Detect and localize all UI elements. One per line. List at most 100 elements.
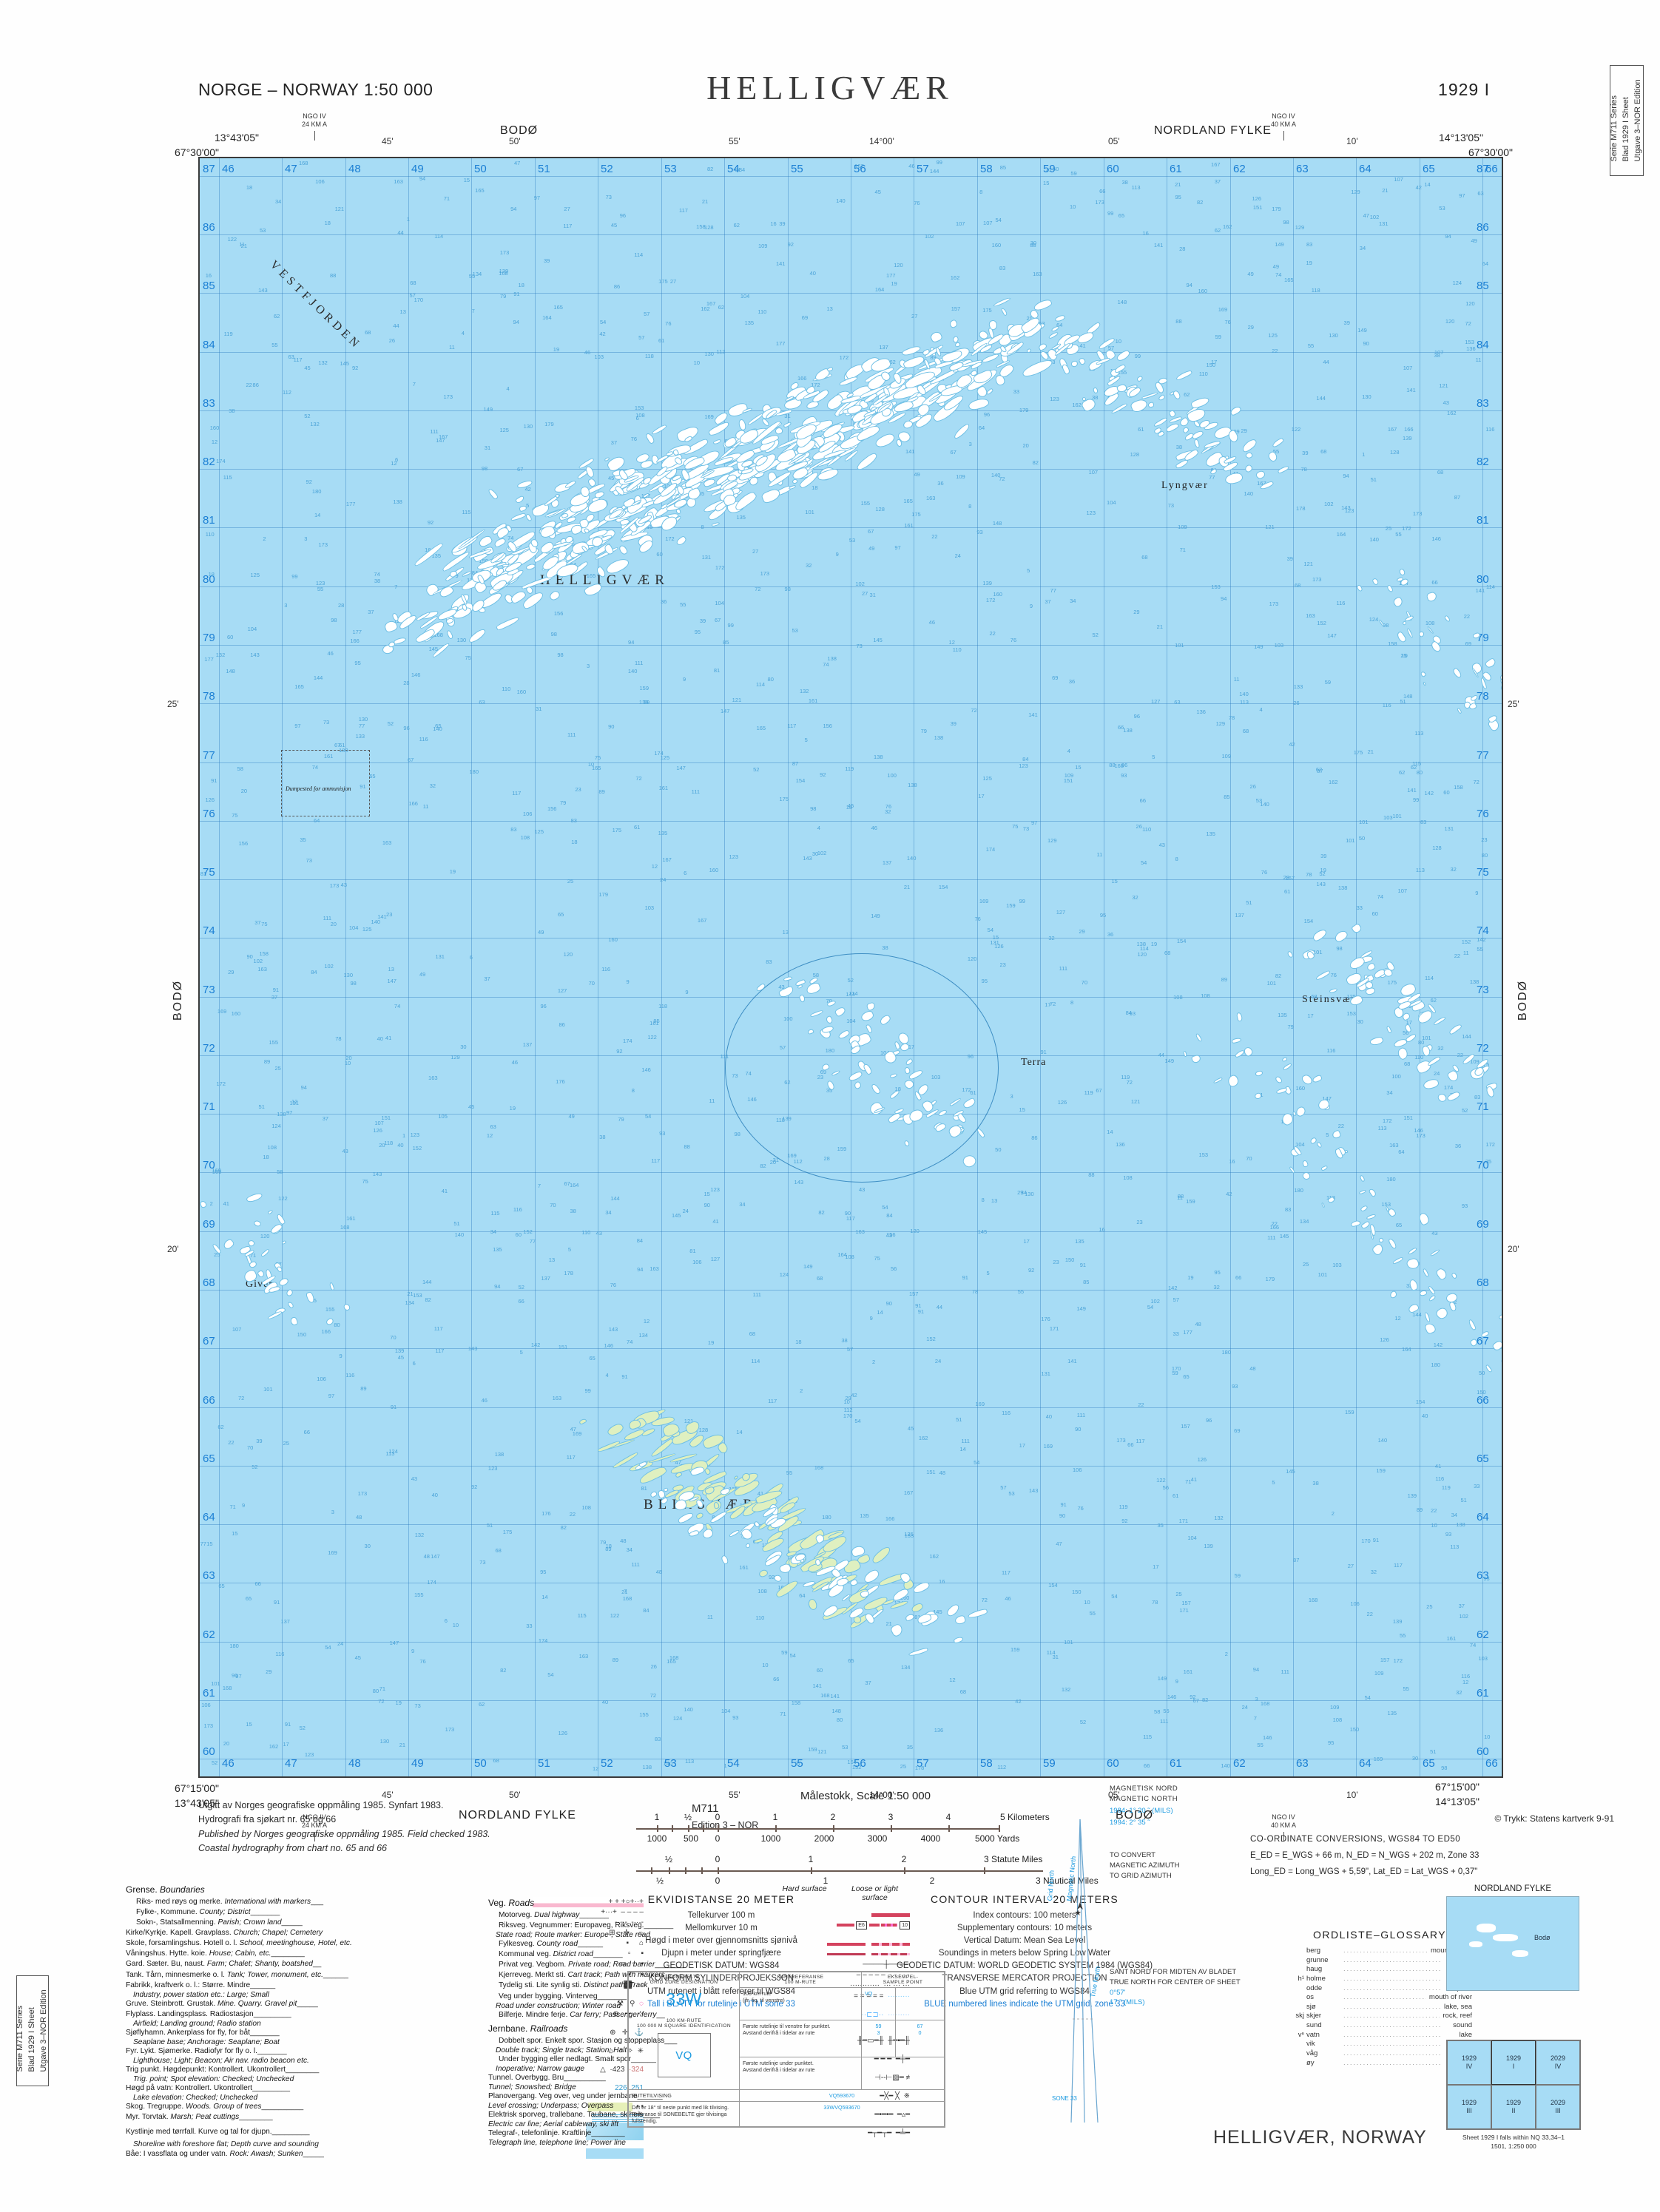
depth-sounding: 92 <box>1121 1518 1128 1525</box>
depth-sounding: 157 <box>1380 1656 1390 1663</box>
depth-sounding: 22 <box>1138 1401 1144 1409</box>
depth-sounding: 102 <box>925 233 934 240</box>
depth-sounding: 144 <box>846 990 855 998</box>
depth-sounding: 122 <box>227 235 237 243</box>
depth-sounding: 90 <box>246 953 253 960</box>
depth-sounding: 139 <box>1204 1542 1213 1549</box>
series-box-bottom: Serie M711 Series Blad 1929 I Sheet Utga… <box>16 1975 49 2086</box>
depth-sounding: 82 <box>1197 199 1204 206</box>
depth-sounding: 94 <box>1221 595 1227 602</box>
depth-sounding: 34 <box>275 197 282 205</box>
depth-sounding: 96 <box>1133 713 1140 720</box>
depth-sounding: 162 <box>918 1435 928 1442</box>
lon-tick-10-top: 10' <box>1346 136 1358 146</box>
depth-sounding: 44 <box>393 322 399 330</box>
depth-sounding: 31 <box>1052 1654 1059 1661</box>
depth-sounding: 6 <box>635 414 639 422</box>
depth-sounding: 135 <box>1278 1012 1287 1019</box>
depth-sounding: 175 <box>612 826 622 833</box>
sheet-title: HELLIGVÆR <box>706 69 954 106</box>
svg-text:★: ★ <box>1074 1909 1082 1918</box>
glossary-dots: .............................. <box>1343 1947 1428 1955</box>
depth-sounding: 117 <box>679 207 688 214</box>
depth-sounding: 175 <box>911 511 921 518</box>
depth-sounding: 71 <box>229 1503 236 1510</box>
depth-sounding: 82 <box>500 1667 507 1674</box>
depth-sounding: 155 <box>1117 368 1127 376</box>
sheet-index-cell[interactable]: 2029 IV <box>1536 2040 1580 2085</box>
depth-sounding: 12 <box>643 1317 650 1325</box>
depth-sounding: 101 <box>1266 980 1277 987</box>
sheet-index-cell[interactable]: 1929 I <box>1491 2040 1536 2085</box>
depth-sounding: 102 <box>1369 214 1380 221</box>
depth-sounding: 116 <box>275 1651 285 1658</box>
region-label-terra: Terra <box>1021 1057 1047 1068</box>
depth-sounding: 63 <box>1174 698 1181 706</box>
depth-sounding: 91 <box>917 1308 925 1315</box>
depth-sounding: 45 <box>354 1654 361 1662</box>
glossary-dots: .............................. <box>1343 2002 1441 2011</box>
sheet-index-cell[interactable]: 1929 II <box>1491 2085 1536 2129</box>
map-body[interactable]: HELLIGVÆR BLIKSVÆR Lyngvær Steinsvær Ter… <box>198 157 1503 1778</box>
grid-line-horizontal <box>200 1524 1502 1525</box>
depth-sounding: 17 <box>978 793 985 800</box>
depth-sounding: 32 <box>1048 934 1055 941</box>
depth-sounding: 115 <box>223 474 232 481</box>
depth-sounding: 38 <box>1312 1479 1319 1486</box>
depth-sounding: 51 <box>1430 1748 1437 1755</box>
depth-sounding: 110 <box>1142 825 1152 833</box>
depth-sounding: 35 <box>300 836 306 843</box>
depth-sounding: 9 <box>1175 1677 1178 1685</box>
grid-line-horizontal <box>200 879 1502 880</box>
depth-sounding: 7 <box>471 307 475 314</box>
depth-sounding: 67 <box>408 756 414 763</box>
depth-sounding: 108 <box>1201 992 1210 1000</box>
depth-sounding: 83 <box>1285 1205 1292 1213</box>
depth-sounding: 118 <box>1311 286 1320 294</box>
depth-sounding: 65 <box>848 1657 854 1665</box>
depth-sounding: 149 <box>803 1262 813 1270</box>
depth-sounding: 39 <box>1320 853 1327 860</box>
depth-sounding: 134 <box>900 1663 911 1671</box>
depth-sounding: 92 <box>768 1574 775 1581</box>
sheet-index-cell[interactable]: 1929 III <box>1447 2085 1491 2129</box>
depth-sounding: 68 <box>1320 447 1327 455</box>
depth-sounding: 129 <box>1047 837 1057 845</box>
depth-sounding: 147 <box>436 437 445 444</box>
sheet-index-cell[interactable]: 2029 III <box>1536 2085 1580 2129</box>
grid-line-horizontal <box>200 1055 1502 1056</box>
depth-sounding: 125 <box>250 571 260 578</box>
depth-sounding: 110 <box>502 686 511 693</box>
depth-sounding: 103 <box>1383 814 1393 821</box>
depth-sounding: 56 <box>1162 1484 1169 1492</box>
legend-row-light: Fyr. Lykt. Sjømerke. Radiofyr for fly o.… <box>126 2046 644 2055</box>
glossary-prefix: h¹ <box>1298 1974 1304 1983</box>
depth-sounding: 115 <box>490 1209 500 1217</box>
sheet-index-cell[interactable]: 1929 IV <box>1447 2040 1491 2085</box>
depth-sounding: 136 <box>1196 708 1206 716</box>
depth-sounding: 173 <box>1116 1437 1126 1444</box>
depth-sounding: 43 <box>1443 399 1449 407</box>
depth-sounding: 19 <box>1187 1274 1194 1282</box>
depth-sounding: 13 <box>548 1256 556 1264</box>
depth-sounding: 94 <box>1252 1665 1260 1673</box>
depth-sounding: 49 <box>868 545 875 552</box>
depth-sounding: 150 <box>1477 1389 1486 1396</box>
depth-sounding: 12 <box>651 863 658 870</box>
depth-sounding: 77 <box>529 1237 536 1245</box>
depth-sounding: 3 <box>586 663 590 670</box>
depth-sounding: 26 <box>1249 783 1256 791</box>
depth-sounding: 52 <box>1462 1106 1468 1114</box>
depth-sounding: 100 <box>783 1015 793 1023</box>
depth-sounding: 38 <box>841 1337 848 1345</box>
grid-label-x: 66 <box>1485 1757 1498 1770</box>
depth-sounding: 106 <box>317 1375 326 1382</box>
depth-sounding: 42 <box>1015 1697 1022 1705</box>
depth-sounding: 108 <box>1123 1174 1133 1182</box>
depth-sounding: 65 <box>369 773 376 780</box>
depth-sounding: 17 <box>1023 1238 1030 1245</box>
depth-sounding: 140 <box>836 197 846 205</box>
depth-sounding: 169 <box>1373 1755 1383 1762</box>
depth-sounding: 12 <box>949 1677 956 1684</box>
depth-sounding: 167 <box>903 1489 914 1497</box>
